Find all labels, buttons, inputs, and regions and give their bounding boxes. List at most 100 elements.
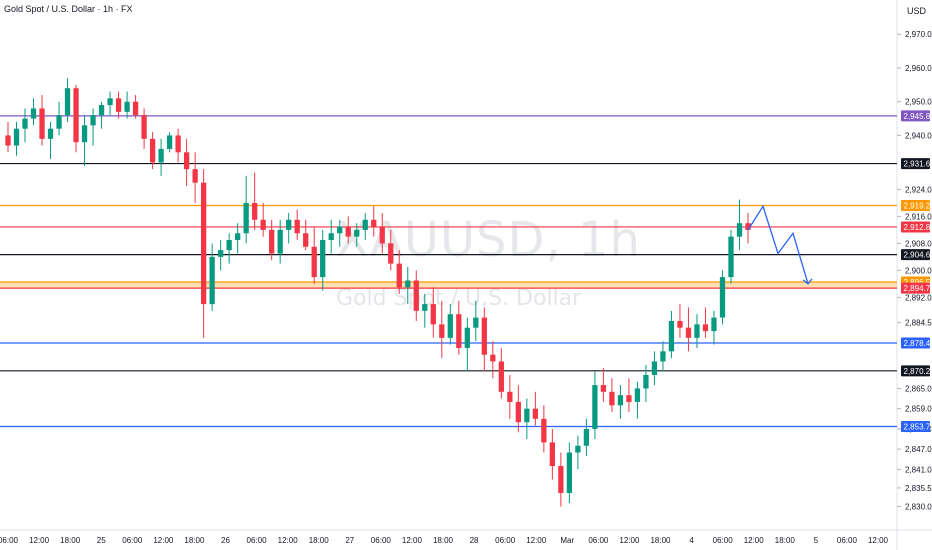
time-tick-label: 18:00 bbox=[60, 536, 81, 545]
level-badge-label: 2,878.48 bbox=[904, 339, 932, 348]
candle-body bbox=[507, 391, 513, 402]
time-tick-label: 18:00 bbox=[433, 536, 454, 545]
price-tick-label: 2,908.00 bbox=[905, 239, 932, 248]
candle-body bbox=[600, 385, 607, 392]
candle-body bbox=[719, 277, 726, 318]
price-tick-label: 2,916.00 bbox=[905, 212, 932, 221]
zone-layer bbox=[0, 282, 897, 289]
level-badge-2 bbox=[901, 199, 930, 211]
candle-body bbox=[39, 108, 45, 139]
candle-body bbox=[243, 202, 249, 234]
candle-body bbox=[200, 182, 207, 305]
price-tick-label: 2,950.00 bbox=[905, 98, 932, 107]
time-tick-label: 06:00 bbox=[122, 536, 143, 545]
candle-body bbox=[141, 115, 147, 139]
level-badge-label: 2,894.74 bbox=[904, 284, 932, 293]
candle-body bbox=[337, 226, 343, 234]
price-tick-label: 2,835.50 bbox=[905, 484, 932, 493]
candle-body bbox=[5, 135, 11, 146]
candle-body bbox=[464, 327, 470, 348]
candle-body bbox=[439, 324, 445, 338]
level-badge-label: 2,931.66 bbox=[904, 160, 932, 169]
level-badge-label: 2,919.24 bbox=[904, 201, 932, 210]
price-tick-label: 2,960.00 bbox=[905, 64, 932, 73]
level-lines bbox=[0, 115, 897, 428]
currency-label[interactable]: USD bbox=[907, 6, 927, 16]
projection-arrowhead bbox=[802, 278, 813, 285]
time-tick-label: 12:00 bbox=[402, 536, 423, 545]
price-tick-label: 2,970.00 bbox=[905, 30, 932, 39]
candle-body bbox=[711, 317, 717, 332]
candle-body bbox=[413, 280, 419, 311]
candle-body bbox=[566, 452, 573, 494]
candle-body bbox=[64, 88, 71, 116]
candle-body bbox=[362, 219, 368, 230]
time-tick-label: 12:00 bbox=[278, 536, 299, 545]
candle-body bbox=[269, 229, 275, 254]
level-badge-label: 2,912.87 bbox=[904, 223, 932, 232]
candles bbox=[5, 78, 751, 507]
price-tick-label: 2,865.00 bbox=[905, 384, 932, 393]
candle-body bbox=[115, 98, 122, 112]
candle-body bbox=[736, 223, 743, 237]
candle-body bbox=[617, 395, 624, 406]
level-badges: 2,945.81 2,931.66 2,919.24 2,912.87 2,904.67… bbox=[901, 110, 932, 432]
level-badge-label: 2,904.67 bbox=[904, 251, 932, 260]
time-tick-label: 06:00 bbox=[247, 536, 268, 545]
candle-body bbox=[685, 327, 692, 338]
candle-body bbox=[558, 466, 564, 494]
time-tick-label: 12:00 bbox=[619, 536, 640, 545]
time-tick-label: 12:00 bbox=[526, 536, 547, 545]
candle-body bbox=[549, 442, 556, 467]
candle-body bbox=[677, 320, 683, 328]
candle-body bbox=[81, 125, 88, 143]
candle-body bbox=[498, 361, 504, 392]
time-tick-label: 06:00 bbox=[371, 536, 392, 545]
watermark-symbol: XAUUSD, 1h bbox=[336, 212, 641, 268]
level-badge-6 bbox=[901, 282, 930, 294]
time-axis[interactable]: 06:00 12:00 18:00 25 06:00 12:00 18:00 26 06:00 1… bbox=[0, 536, 889, 545]
level-badge-label: 2,896.55 bbox=[904, 278, 932, 287]
price-tick-label: 2,859.00 bbox=[905, 405, 932, 414]
candle-body bbox=[98, 105, 105, 116]
price-tick-label: 2,841.00 bbox=[905, 465, 932, 474]
price-tick-label: 2,900.00 bbox=[905, 266, 932, 275]
candle-body bbox=[30, 108, 37, 119]
candle-body bbox=[252, 202, 258, 220]
level-badge-7 bbox=[901, 337, 930, 349]
candle-body bbox=[13, 128, 20, 146]
candle-body bbox=[235, 233, 241, 241]
candle-body bbox=[294, 219, 300, 234]
price-axis[interactable]: 2,970.00 2,960.00 2,950.00 2,940.00 2,924.00… bbox=[897, 30, 932, 512]
candle-body bbox=[532, 408, 538, 419]
candle-body bbox=[158, 148, 164, 163]
candle-body bbox=[371, 219, 377, 227]
candle-body bbox=[430, 304, 436, 325]
candle-body bbox=[260, 219, 266, 230]
candle-body bbox=[592, 385, 598, 429]
candle-body bbox=[90, 115, 96, 126]
candle-body bbox=[668, 320, 675, 352]
time-tick-label: 5 bbox=[814, 536, 819, 545]
candle-body bbox=[694, 324, 700, 338]
candle-body bbox=[47, 128, 54, 139]
candle-body bbox=[311, 246, 317, 278]
time-tick-label: 06:00 bbox=[837, 536, 858, 545]
price-tick-label: 2,847.00 bbox=[905, 445, 932, 454]
time-tick-label: 18:00 bbox=[309, 536, 330, 545]
time-tick-label: 06:00 bbox=[713, 536, 734, 545]
candle-body bbox=[354, 229, 360, 237]
candle-body bbox=[473, 317, 479, 328]
candle-body bbox=[124, 101, 130, 112]
candle-body bbox=[728, 236, 734, 278]
projection-line bbox=[747, 204, 809, 285]
time-tick-label: 25 bbox=[97, 536, 106, 545]
candle-body bbox=[56, 115, 62, 129]
level-badge-3 bbox=[901, 221, 930, 233]
candle-body bbox=[447, 314, 453, 338]
level-badge-9 bbox=[901, 420, 930, 432]
level-badge-label: 2,945.81 bbox=[904, 112, 932, 121]
candle-body bbox=[107, 98, 113, 106]
candle-body bbox=[379, 226, 385, 244]
